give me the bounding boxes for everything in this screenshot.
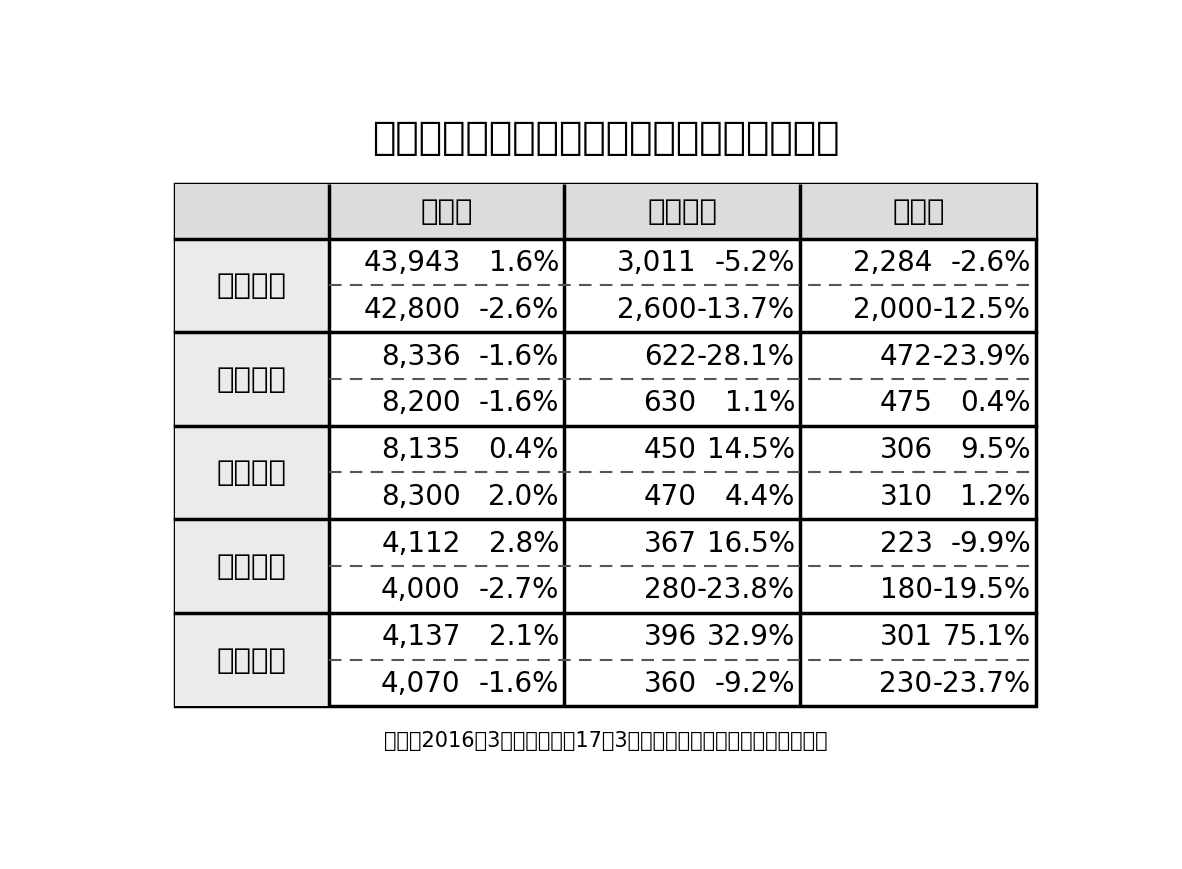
Text: 上段は2016年3月期、下段は17年3月期予想　単位：億円　％は前期比: 上段は2016年3月期、下段は17年3月期予想 単位：億円 ％は前期比	[384, 730, 827, 750]
Text: -19.5%: -19.5%	[933, 576, 1031, 604]
Text: 8,336: 8,336	[381, 342, 461, 370]
Text: 4,137: 4,137	[381, 622, 461, 650]
Text: 43,943: 43,943	[363, 249, 461, 276]
Text: -9.2%: -9.2%	[714, 669, 794, 697]
Text: 630: 630	[643, 389, 696, 417]
Text: 2,600: 2,600	[617, 295, 696, 323]
Text: 安川電機: 安川電機	[216, 553, 287, 580]
Text: 売上高: 売上高	[421, 198, 473, 226]
Text: 1.2%: 1.2%	[961, 482, 1031, 510]
Text: -28.1%: -28.1%	[697, 342, 794, 370]
Text: 4.4%: 4.4%	[725, 482, 794, 510]
Text: -2.6%: -2.6%	[479, 295, 559, 323]
Text: 2.0%: 2.0%	[488, 482, 559, 510]
Text: 0.4%: 0.4%	[960, 389, 1031, 417]
Bar	[175, 184, 1037, 239]
Text: 4,112: 4,112	[382, 529, 461, 557]
Text: オムロン: オムロン	[216, 366, 287, 394]
Text: 富士電機: 富士電機	[216, 459, 287, 487]
Text: 営業利益: 営業利益	[648, 198, 717, 226]
Text: 三菱電機: 三菱電機	[216, 272, 287, 300]
Text: 2.8%: 2.8%	[488, 529, 559, 557]
Text: 1.6%: 1.6%	[488, 249, 559, 276]
Text: -23.9%: -23.9%	[933, 342, 1031, 370]
Text: 301: 301	[879, 622, 933, 650]
Text: 2,284: 2,284	[853, 249, 933, 276]
Text: -2.7%: -2.7%	[479, 576, 559, 604]
Text: 9.5%: 9.5%	[960, 435, 1031, 463]
Text: 8,300: 8,300	[381, 482, 461, 510]
Text: -1.6%: -1.6%	[479, 669, 559, 697]
Text: -1.6%: -1.6%	[479, 389, 559, 417]
Text: 223: 223	[879, 529, 933, 557]
Text: 8,135: 8,135	[381, 435, 461, 463]
Text: 75.1%: 75.1%	[943, 622, 1031, 650]
Text: -2.6%: -2.6%	[950, 249, 1031, 276]
Text: 475: 475	[879, 389, 933, 417]
Text: -12.5%: -12.5%	[933, 295, 1031, 323]
Text: 280: 280	[643, 576, 696, 604]
Text: 1.1%: 1.1%	[725, 389, 794, 417]
Text: 360: 360	[643, 669, 696, 697]
Text: -1.6%: -1.6%	[479, 342, 559, 370]
Text: 470: 470	[643, 482, 696, 510]
Text: 396: 396	[643, 622, 696, 650]
Text: 3,011: 3,011	[617, 249, 696, 276]
Text: -5.2%: -5.2%	[714, 249, 794, 276]
Text: 4,070: 4,070	[381, 669, 461, 697]
Text: -13.7%: -13.7%	[696, 295, 794, 323]
Text: ＦＡ関連機器の電機５社　１６年３月期決算: ＦＡ関連機器の電機５社 １６年３月期決算	[372, 119, 839, 156]
Text: 42,800: 42,800	[363, 295, 461, 323]
Text: 16.5%: 16.5%	[707, 529, 794, 557]
Text: 32.9%: 32.9%	[707, 622, 794, 650]
Text: -23.8%: -23.8%	[696, 576, 794, 604]
Text: -9.9%: -9.9%	[950, 529, 1031, 557]
Text: 2,000: 2,000	[852, 295, 933, 323]
Text: 2.1%: 2.1%	[488, 622, 559, 650]
Text: 306: 306	[879, 435, 933, 463]
Text: 472: 472	[879, 342, 933, 370]
Text: -23.7%: -23.7%	[933, 669, 1031, 697]
Text: 横河電機: 横河電機	[216, 646, 287, 673]
Text: 450: 450	[643, 435, 696, 463]
Text: 230: 230	[879, 669, 933, 697]
Text: 8,200: 8,200	[381, 389, 461, 417]
Text: 純利益: 純利益	[892, 198, 944, 226]
Text: 180: 180	[879, 576, 933, 604]
Text: 367: 367	[643, 529, 696, 557]
Text: 0.4%: 0.4%	[488, 435, 559, 463]
Text: 14.5%: 14.5%	[707, 435, 794, 463]
Text: 4,000: 4,000	[381, 576, 461, 604]
Text: 622: 622	[644, 342, 696, 370]
Text: 310: 310	[879, 482, 933, 510]
